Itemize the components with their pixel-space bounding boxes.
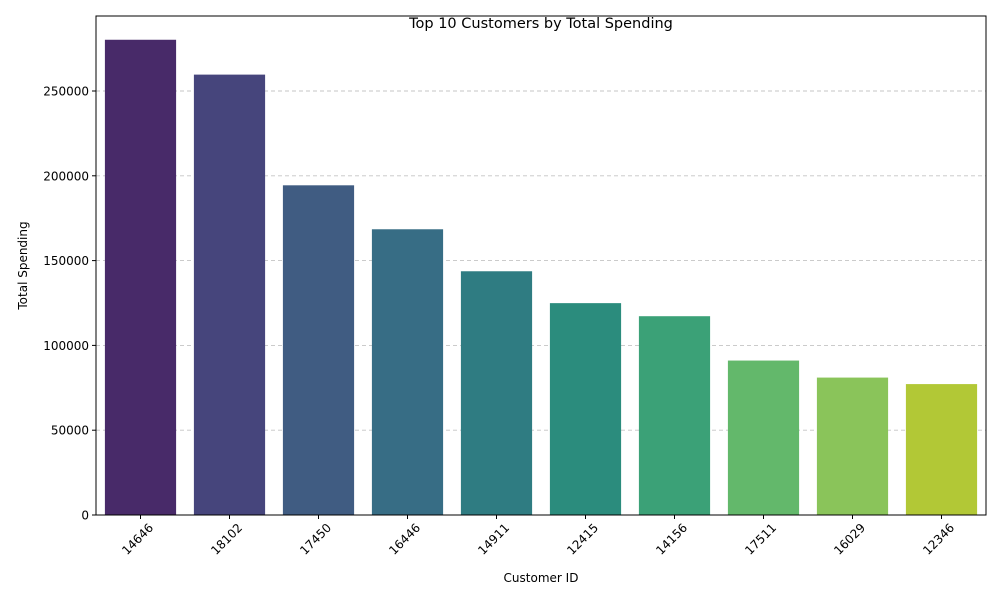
chart-title: Top 10 Customers by Total Spending <box>408 16 673 32</box>
y-tick-label: 100000 <box>43 339 89 353</box>
bar-14156 <box>638 316 711 515</box>
x-tick-label: 12415 <box>564 521 601 558</box>
bar-17511 <box>727 360 800 515</box>
x-tick-label: 14646 <box>119 521 156 558</box>
bar-12415 <box>549 303 622 515</box>
y-tick-label: 50000 <box>51 424 89 438</box>
x-axis-ticks: 14646 18102 17450 16446 14911 12415 14156 17511… <box>119 515 957 558</box>
x-tick-label: 16029 <box>831 521 868 558</box>
x-tick-label: 14156 <box>653 521 690 558</box>
plot-frame <box>95 15 987 516</box>
bar-16446 <box>371 229 444 515</box>
y-tick-label: 200000 <box>43 169 89 183</box>
y-tick-label: 0 <box>81 509 89 523</box>
x-tick-label: 18102 <box>208 521 245 558</box>
y-axis-label: Total Spending <box>16 221 30 310</box>
bar-17450 <box>282 185 355 516</box>
bar-14646 <box>104 39 177 516</box>
bars <box>104 39 978 516</box>
bar-18102 <box>193 74 266 516</box>
x-tick-label: 14911 <box>475 521 512 558</box>
y-axis-ticks: 0 50000 100000 150000 200000 250000 <box>43 84 96 523</box>
bar-16029 <box>816 377 889 515</box>
x-tick-label: 17450 <box>297 521 334 558</box>
x-tick-label: 17511 <box>742 521 779 558</box>
y-tick-label: 150000 <box>43 254 89 268</box>
y-tick-label: 250000 <box>43 84 89 98</box>
x-tick-label: 12346 <box>920 521 957 558</box>
bar-14911 <box>460 271 533 515</box>
x-tick-label: 16446 <box>386 521 423 558</box>
x-axis-label: Customer ID <box>504 571 579 585</box>
bar-12346 <box>905 384 978 515</box>
